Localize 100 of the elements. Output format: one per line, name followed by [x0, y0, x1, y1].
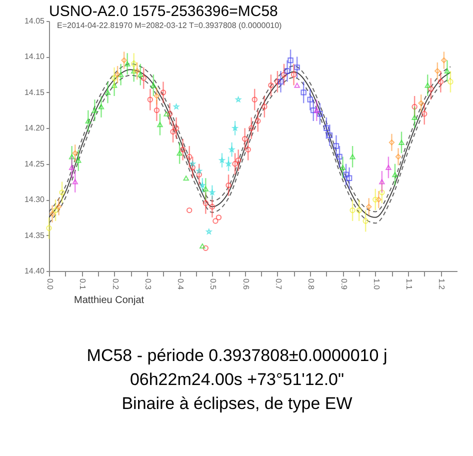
- x-tick-label: 0.2: [110, 278, 120, 290]
- y-tick-label: 14.05: [24, 16, 46, 26]
- y-tick-label: 14.30: [24, 195, 46, 204]
- y-tick-label: 14.40: [24, 266, 46, 276]
- point: [398, 140, 404, 145]
- point: [98, 104, 104, 110]
- point: [350, 154, 356, 160]
- point: [336, 154, 342, 160]
- point: [288, 57, 294, 64]
- point: [262, 104, 268, 110]
- point: [154, 107, 160, 114]
- point: [69, 164, 75, 170]
- point: [424, 82, 430, 88]
- point: [252, 96, 258, 102]
- point: [186, 207, 192, 214]
- point: [124, 61, 130, 66]
- point: [209, 204, 216, 210]
- point: [362, 218, 368, 224]
- y-tick-label: 14.20: [24, 124, 46, 133]
- point: [121, 57, 127, 64]
- point: [441, 57, 447, 64]
- chart-title: USNO-A2.0 1575-2536396=MC58: [49, 3, 278, 20]
- text: 06h22m24.00s +73°51'12.0": [130, 370, 344, 389]
- x-tick-label: 1.2: [437, 278, 446, 290]
- point: [307, 96, 313, 102]
- point: [434, 68, 440, 74]
- point: [56, 204, 62, 210]
- point: [154, 93, 160, 99]
- point: [131, 68, 137, 74]
- point: [395, 154, 402, 160]
- point: [202, 186, 209, 192]
- point: [212, 218, 218, 224]
- x-tick-label: 0.4: [176, 278, 186, 290]
- x-tick-label: 0.8: [306, 278, 316, 290]
- point: [343, 172, 349, 178]
- point: [294, 82, 300, 88]
- point: [49, 211, 56, 217]
- point: [248, 125, 254, 131]
- point: [294, 64, 300, 70]
- point: [284, 68, 290, 74]
- point: [333, 143, 340, 149]
- point: [46, 225, 52, 231]
- point: [111, 75, 118, 81]
- point: [176, 150, 182, 156]
- point: [190, 164, 196, 170]
- point: [290, 72, 297, 78]
- point: [118, 72, 124, 78]
- point: [372, 196, 378, 202]
- point: [268, 82, 274, 88]
- point: [444, 68, 450, 74]
- point: [226, 182, 232, 188]
- point: [138, 72, 144, 78]
- point: [418, 100, 424, 106]
- point: [157, 122, 163, 128]
- point: [147, 96, 154, 102]
- point: [111, 82, 118, 88]
- point: [173, 125, 180, 131]
- text: Matthieu Conjat: [74, 295, 144, 306]
- y-tick-label: 14.25: [24, 159, 46, 168]
- point: [180, 146, 186, 152]
- point: [232, 161, 238, 167]
- point: [196, 172, 202, 178]
- point: [202, 245, 209, 251]
- point: [340, 164, 346, 170]
- y-tick-label: 14.35: [24, 230, 46, 240]
- point: [388, 140, 395, 146]
- point: [386, 164, 392, 170]
- point: [350, 207, 356, 214]
- y-tick-label: 14.10: [24, 52, 46, 62]
- x-tick-label: 0.1: [78, 278, 88, 290]
- point: [300, 90, 306, 96]
- point: [379, 190, 385, 196]
- x-tick-label: 0.5: [208, 278, 218, 290]
- point: [200, 243, 206, 249]
- point: [376, 196, 382, 202]
- point: [104, 90, 111, 95]
- point: [310, 107, 316, 114]
- point: [160, 90, 166, 96]
- point: [134, 68, 140, 74]
- point: [422, 111, 428, 117]
- chart-subtitle: E=2014-04-22.81970 M=2082-03-12 T=0.3937808 (0.0000010): [57, 21, 282, 30]
- x-tick-label: 0.6: [241, 278, 250, 290]
- point: [76, 158, 82, 163]
- point: [412, 114, 418, 120]
- point: [69, 154, 75, 160]
- x-tick-label: 1.0: [372, 278, 381, 290]
- point: [412, 104, 418, 110]
- point: [379, 179, 385, 184]
- point: [448, 78, 454, 85]
- text: MC58 - période 0.3937808±0.0000010 j: [86, 346, 388, 365]
- y-tick-label: 14.15: [24, 88, 46, 97]
- point: [92, 108, 98, 113]
- text: Binaire à éclipses, de type EW: [122, 394, 352, 413]
- point: [59, 190, 65, 196]
- x-tick-label: 0.0: [46, 278, 54, 290]
- point: [317, 111, 323, 117]
- point: [356, 207, 362, 214]
- point: [140, 75, 146, 81]
- point: [131, 61, 137, 67]
- point: [255, 118, 261, 124]
